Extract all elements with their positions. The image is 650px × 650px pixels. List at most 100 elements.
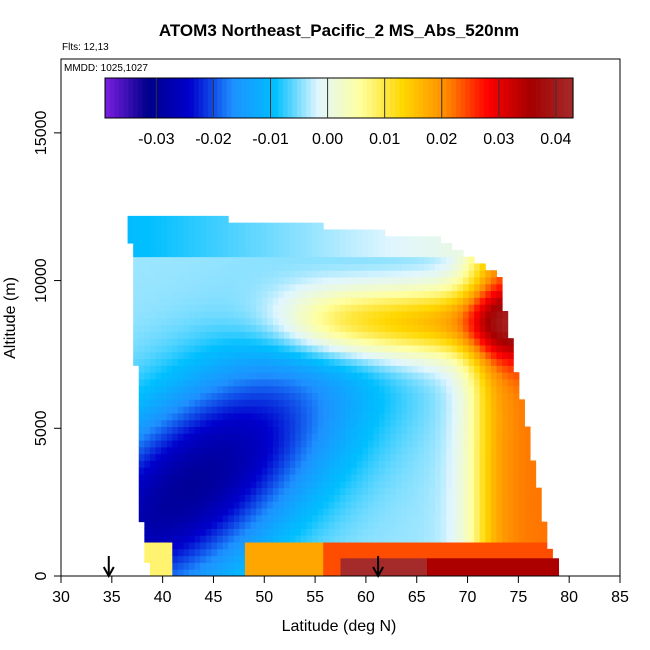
heatmap-cell	[435, 528, 442, 536]
heatmap-cell	[144, 392, 151, 400]
colorbar-swatch	[381, 78, 387, 118]
heatmap-cell	[435, 385, 442, 394]
heatmap-cell	[239, 433, 246, 441]
heatmap-cell	[183, 317, 190, 326]
heatmap-cell	[334, 514, 341, 523]
heatmap-cell	[272, 399, 280, 407]
heatmap-cell	[166, 385, 173, 394]
heatmap-cell	[339, 446, 347, 455]
heatmap-cell	[312, 283, 319, 292]
heatmap-cell	[295, 474, 302, 482]
heatmap-cell	[317, 331, 324, 339]
heatmap-cell	[530, 535, 537, 543]
heatmap-cell	[161, 521, 168, 529]
heatmap-cell	[261, 331, 268, 339]
heatmap-cell	[228, 548, 235, 557]
heatmap-cell	[267, 297, 274, 305]
heatmap-cell	[261, 528, 268, 536]
heatmap-cell	[149, 351, 157, 360]
heatmap-cell	[502, 412, 509, 421]
heatmap-cell	[407, 358, 414, 366]
heatmap-cell	[250, 243, 257, 251]
heatmap-cell	[457, 542, 464, 550]
heatmap-cell	[228, 474, 235, 482]
heatmap-cell	[334, 378, 341, 387]
heatmap-cell	[228, 412, 235, 421]
heatmap-cell	[345, 304, 352, 312]
heatmap-cell	[468, 311, 475, 319]
heatmap-cell	[317, 446, 324, 455]
heatmap-cell	[244, 351, 252, 360]
heatmap-cell	[312, 426, 319, 434]
heatmap-cell	[183, 453, 190, 461]
heatmap-cell	[256, 562, 263, 570]
heatmap-cell	[373, 494, 380, 502]
heatmap-cell	[401, 514, 408, 523]
heatmap-cell	[334, 277, 341, 285]
heatmap-cell	[367, 521, 375, 529]
colorbar-swatch	[409, 78, 415, 118]
heatmap-cell	[278, 249, 285, 258]
heatmap-cell	[440, 365, 447, 373]
heatmap-cell	[177, 249, 184, 258]
heatmap-cell	[312, 372, 319, 380]
heatmap-cell	[446, 243, 453, 251]
heatmap-cell	[300, 548, 307, 557]
heatmap-cell	[395, 548, 402, 557]
heatmap-cell	[502, 548, 509, 557]
heatmap-cell	[222, 351, 229, 360]
heatmap-cell	[144, 331, 151, 339]
heatmap-cell	[485, 412, 492, 421]
heatmap-cell	[462, 453, 470, 461]
heatmap-cell	[479, 508, 486, 516]
heatmap-cell	[435, 351, 442, 360]
heatmap-cell	[412, 263, 419, 271]
heatmap-cell	[306, 304, 313, 312]
heatmap-cell	[451, 270, 458, 278]
heatmap-cell	[530, 514, 537, 523]
heatmap-cell	[200, 474, 207, 482]
heatmap-cell	[339, 236, 347, 244]
heatmap-cell	[317, 229, 324, 237]
plot-frame	[60, 58, 621, 577]
heatmap-cell	[222, 501, 229, 509]
heatmap-cell	[479, 338, 486, 346]
heatmap-cell	[250, 508, 257, 516]
heatmap-cell	[312, 446, 319, 455]
heatmap-cell	[222, 569, 229, 576]
heatmap-cell	[183, 406, 190, 414]
heatmap-cell	[267, 542, 274, 550]
heatmap-cell	[367, 528, 375, 536]
heatmap-cell	[138, 494, 145, 502]
colorbar-swatch	[128, 78, 134, 118]
heatmap-cell	[507, 419, 514, 428]
heatmap-cell	[440, 263, 447, 271]
heatmap-cell	[272, 460, 280, 468]
heatmap-cell	[328, 372, 335, 380]
heatmap-cell	[233, 277, 240, 285]
heatmap-cell	[183, 555, 190, 563]
heatmap-cell	[412, 358, 419, 366]
heatmap-cell	[284, 304, 291, 312]
heatmap-cell	[401, 542, 408, 550]
heatmap-cell	[323, 297, 330, 305]
heatmap-cell	[418, 365, 425, 373]
heatmap-cell	[161, 222, 168, 230]
heatmap-cell	[222, 378, 229, 387]
heatmap-cell	[177, 215, 184, 224]
heatmap-cell	[412, 535, 419, 543]
heatmap-cell	[457, 460, 464, 468]
heatmap-cell	[362, 297, 369, 305]
heatmap-cell	[356, 433, 363, 441]
heatmap-cell	[362, 446, 369, 455]
heatmap-cell	[250, 487, 257, 495]
heatmap-cell	[177, 474, 184, 482]
heatmap-cell	[518, 412, 525, 421]
heatmap-cell	[244, 542, 252, 550]
heatmap-cell	[295, 562, 302, 570]
heatmap-cell	[367, 392, 375, 400]
heatmap-cell	[284, 399, 291, 407]
heatmap-cell	[200, 372, 207, 380]
heatmap-cell	[138, 406, 145, 414]
heatmap-cell	[295, 514, 302, 523]
